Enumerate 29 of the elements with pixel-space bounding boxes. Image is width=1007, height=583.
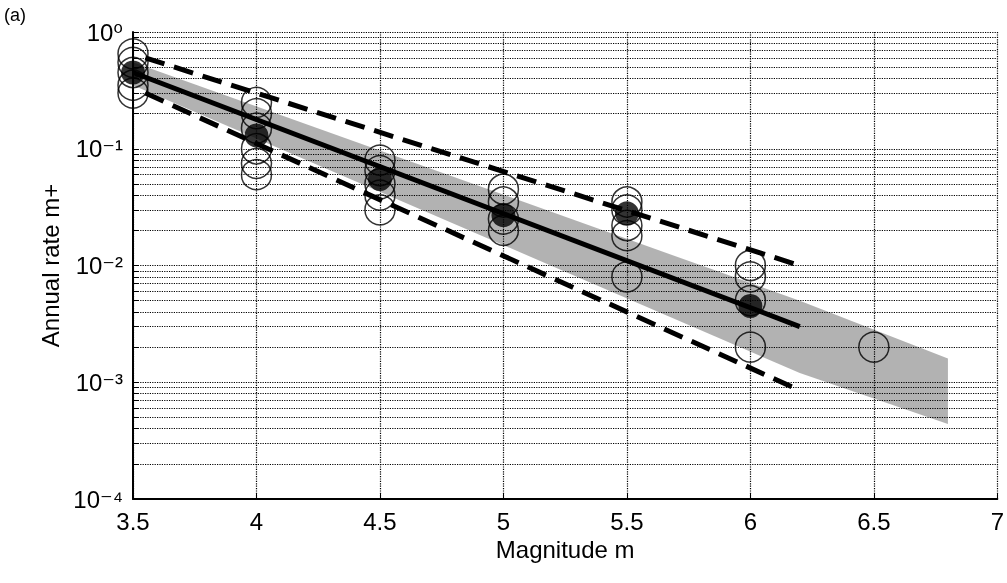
- point: [240, 147, 273, 180]
- x-tick-label: 7: [990, 507, 1005, 535]
- point: [611, 261, 643, 293]
- x-tick-label: 5.5: [610, 507, 644, 535]
- point: [611, 194, 643, 226]
- text: (a): [4, 5, 26, 25]
- point: [734, 261, 767, 293]
- point: [240, 97, 273, 130]
- y-axis-title: Annual rate m+: [36, 183, 64, 348]
- point: [734, 331, 767, 363]
- y-tick-label: 10⁻²: [75, 252, 123, 279]
- y-tick-label: 10⁻³: [75, 368, 123, 396]
- x-tick-label: 6.5: [857, 507, 891, 535]
- point: [858, 331, 890, 363]
- point: [364, 168, 396, 200]
- x-tick-label: 5: [496, 507, 511, 535]
- point: [364, 194, 396, 226]
- point: [240, 158, 273, 191]
- x-axis-title: Magnitude m: [495, 536, 635, 564]
- point: [240, 86, 273, 119]
- y-tick-label: 10⁻¹: [75, 135, 123, 163]
- point: [734, 249, 767, 282]
- x-tick-label: 6: [743, 507, 758, 535]
- y-tick-label: 10⁰: [86, 18, 123, 46]
- point: [611, 219, 643, 252]
- point: [487, 203, 520, 235]
- point: [487, 173, 520, 205]
- x-tick-label: 4.5: [363, 507, 397, 535]
- x-tick-label: 4: [249, 507, 264, 535]
